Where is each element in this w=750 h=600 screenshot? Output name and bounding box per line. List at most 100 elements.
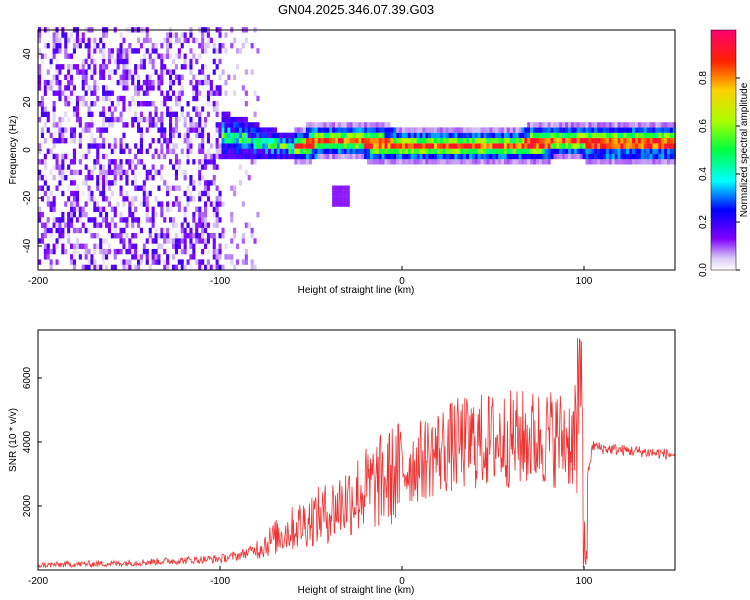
spectrogram-cell <box>113 222 117 228</box>
spectrogram-cell <box>355 138 359 144</box>
spectrogram-cell <box>116 58 120 65</box>
spectrogram-cell <box>160 201 164 207</box>
spectrogram-cell <box>119 164 123 170</box>
spectrogram-cell <box>198 148 202 154</box>
spectrogram-cell <box>131 211 135 218</box>
spectrogram-cell <box>617 159 621 165</box>
spectrogram-cell <box>212 233 216 239</box>
spectrogram-cell <box>358 132 362 139</box>
spectrogram-cell <box>125 85 129 91</box>
spectrogram-cell <box>221 69 225 75</box>
spectrogram-cell <box>204 159 208 165</box>
spectrogram-cell <box>189 190 193 197</box>
spectrogram-cell <box>174 196 178 202</box>
spectrogram-cell <box>533 159 537 165</box>
spectrogram-cell <box>119 48 123 54</box>
spectrogram-cell <box>349 132 353 139</box>
spectrogram-cell <box>148 111 152 117</box>
spectrogram-cell <box>669 132 673 139</box>
spectrogram-cell <box>102 143 106 149</box>
spectrogram-cell <box>308 127 312 133</box>
spectrogram-cell <box>72 196 76 202</box>
spectrogram-cell <box>174 169 178 176</box>
spectrogram-cell <box>489 153 493 160</box>
spectrogram-cell <box>643 127 647 133</box>
spectrogram-cell <box>273 153 277 160</box>
spectrogram-cell <box>652 143 656 149</box>
spectrogram-cell <box>113 164 117 170</box>
spectrogram-cell <box>233 116 237 123</box>
spectrogram-cell <box>122 85 126 91</box>
spectrogram-cell <box>224 138 228 144</box>
spectrogram-cell <box>43 254 47 260</box>
spectrogram-cell <box>131 169 135 176</box>
spectrogram-cell <box>174 233 178 239</box>
spectrogram-cell <box>61 233 65 239</box>
spectrogram-cell <box>402 138 406 144</box>
spectrogram-cell <box>204 164 208 170</box>
spectrogram-cell <box>201 37 205 44</box>
spectrogram-cell <box>224 243 228 249</box>
spectrogram-cell <box>413 132 417 139</box>
spectrogram-cell <box>241 132 245 139</box>
spectrogram-cell <box>81 211 85 218</box>
spectrogram-cell <box>105 222 109 228</box>
spectrogram-cell <box>46 254 50 260</box>
spectrogram-cell <box>131 48 135 54</box>
spectrogram-cell <box>172 217 176 223</box>
spectrogram-cell <box>139 43 143 49</box>
spectrogram-cell <box>128 48 132 54</box>
spectrogram-cell <box>314 132 318 139</box>
spectrogram-cell <box>477 143 481 149</box>
spectrogram-cell <box>67 217 71 223</box>
spectrogram-cell <box>454 127 458 133</box>
spectrogram-cell <box>131 201 135 207</box>
spectrogram-cell <box>99 238 103 244</box>
spectrogram-cell <box>128 74 132 80</box>
spectrogram-cell <box>480 153 484 160</box>
spectrogram-cell <box>643 122 647 128</box>
spectrogram-cell <box>256 122 260 128</box>
spectrogram-cell <box>323 148 327 154</box>
spectrogram-cell <box>515 138 519 144</box>
spectrogram-cell <box>521 159 525 165</box>
spectrogram-cell <box>58 122 62 128</box>
spectrogram-cell <box>340 122 344 128</box>
spectrogram-cell <box>58 227 62 234</box>
spectrogram-cell <box>404 148 408 154</box>
spectrogram-cell <box>501 127 505 133</box>
spectrogram-cell <box>305 127 309 133</box>
spectrogram-cell <box>501 138 505 144</box>
spectrogram-cell <box>169 238 173 244</box>
spectrogram-cell <box>588 138 592 144</box>
spectrogram-cell <box>107 201 111 207</box>
spectrogram-cell <box>174 222 178 228</box>
spectrogram-cell <box>600 143 604 149</box>
spectrogram-cell <box>614 132 618 139</box>
spectrogram-cell <box>413 127 417 133</box>
spectrogram-cell <box>131 196 135 202</box>
spectrogram-cell <box>335 196 339 202</box>
snr-y-tick-label: 6000 <box>22 366 33 389</box>
spectrogram-cell <box>192 53 196 59</box>
spectrogram-cell <box>492 159 496 165</box>
spectrogram-cell <box>72 259 76 265</box>
spectrogram-cell <box>102 111 106 117</box>
spectrogram-cell <box>67 233 71 239</box>
spectrogram-cell <box>568 143 572 149</box>
spectrogram-cell <box>431 159 435 165</box>
spectrogram-cell <box>224 254 228 260</box>
spectrogram-cell <box>139 64 143 70</box>
spectrogram-cell <box>617 122 621 128</box>
spectrogram-cell <box>209 180 213 186</box>
spectrogram-cell <box>40 111 44 117</box>
spectrogram-cell <box>174 116 178 123</box>
spectrogram-cell <box>337 132 341 139</box>
spectrogram-cell <box>177 201 181 207</box>
spectrogram-cell <box>90 122 94 128</box>
spectrogram-cell <box>58 79 62 86</box>
spectrogram-cell <box>183 190 187 197</box>
spectrogram-cell <box>128 243 132 249</box>
spectrogram-cell <box>46 222 50 228</box>
spectrogram-cell <box>116 116 120 123</box>
